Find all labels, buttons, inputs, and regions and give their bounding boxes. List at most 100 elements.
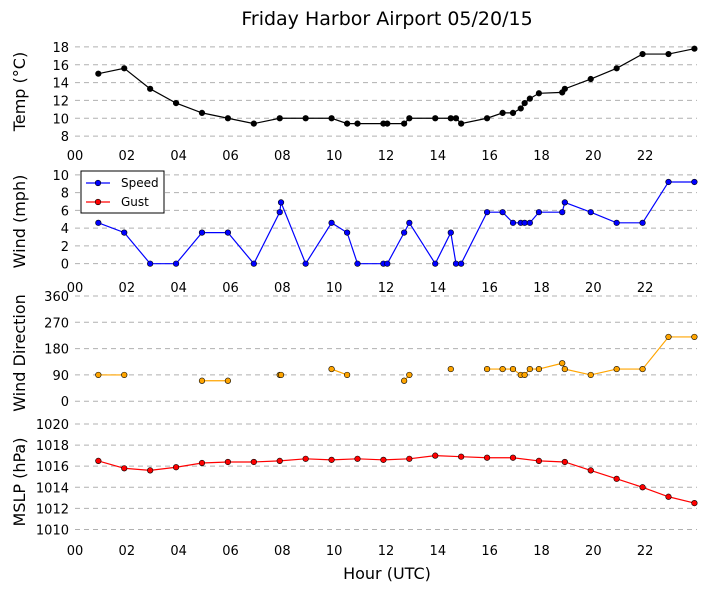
data-point bbox=[354, 260, 361, 267]
data-point bbox=[509, 365, 517, 373]
y-tick-label: 18 bbox=[52, 41, 69, 56]
x-tick-label: 18 bbox=[533, 281, 550, 296]
series-line bbox=[487, 336, 695, 376]
panel-3: 0 90 180 270 360 Wind Direction bbox=[10, 290, 698, 412]
data-point bbox=[587, 467, 594, 474]
data-point bbox=[354, 455, 361, 462]
data-point bbox=[458, 260, 465, 267]
panel-1: 8 10 12 14 16 18 00 02 04 06 08 10 12 14 16 18 20 22 Temp … bbox=[10, 41, 698, 164]
data-point bbox=[483, 209, 491, 216]
data-point bbox=[665, 493, 672, 500]
data-point bbox=[95, 70, 102, 77]
data-point bbox=[639, 50, 646, 58]
y-tick-label: 2 bbox=[61, 240, 69, 255]
y-tick-label: 10 bbox=[52, 169, 69, 184]
data-point bbox=[406, 371, 413, 379]
data-point bbox=[172, 260, 180, 267]
data-point bbox=[328, 456, 335, 463]
x-tick-label: 14 bbox=[430, 149, 447, 164]
y-tick-label: 1016 bbox=[36, 460, 69, 475]
legend-label: Speed bbox=[121, 176, 159, 190]
data-point bbox=[95, 457, 102, 465]
x-tick-label: 20 bbox=[585, 544, 602, 559]
legend-label: Gust bbox=[121, 195, 149, 209]
y-tick-label: 1020 bbox=[36, 418, 69, 433]
data-point bbox=[432, 115, 439, 122]
y-tick-label: 10 bbox=[52, 112, 69, 127]
x-tick-label: 10 bbox=[326, 149, 343, 164]
legend-box bbox=[80, 170, 165, 214]
data-point bbox=[198, 459, 206, 467]
data-point bbox=[447, 115, 454, 122]
x-tick-label: 04 bbox=[170, 149, 187, 164]
data-point bbox=[526, 219, 533, 226]
x-tick-label: 20 bbox=[585, 281, 602, 296]
data-point bbox=[276, 115, 283, 122]
data-point bbox=[172, 99, 180, 107]
data-point bbox=[499, 209, 506, 216]
y-tick-label: 1010 bbox=[36, 523, 69, 538]
data-point bbox=[535, 209, 543, 216]
x-tick-label: 02 bbox=[119, 281, 136, 296]
x-tick-label: 22 bbox=[637, 281, 654, 296]
x-tick-label: 16 bbox=[481, 281, 498, 296]
data-point bbox=[401, 120, 408, 127]
y-tick-label: 1018 bbox=[36, 439, 69, 454]
legend-marker bbox=[94, 179, 102, 187]
data-point bbox=[328, 219, 335, 226]
data-point bbox=[639, 219, 646, 226]
series-line bbox=[98, 181, 695, 265]
data-point bbox=[613, 475, 620, 482]
x-tick-label: 02 bbox=[119, 149, 136, 164]
series-line bbox=[98, 455, 695, 504]
data-point bbox=[639, 365, 646, 373]
data-point bbox=[344, 229, 351, 236]
series-line bbox=[98, 48, 695, 125]
data-point bbox=[559, 209, 566, 216]
data-point bbox=[483, 115, 491, 122]
x-tick-label: 16 bbox=[481, 149, 498, 164]
data-point bbox=[302, 455, 309, 462]
y-tick-label: 90 bbox=[52, 369, 69, 384]
x-tick-label: 14 bbox=[430, 281, 447, 296]
x-axis-label: Hour (UTC) bbox=[343, 564, 431, 583]
data-point bbox=[561, 458, 568, 466]
data-point bbox=[447, 365, 454, 373]
data-point bbox=[277, 199, 285, 206]
x-tick-label: 16 bbox=[481, 544, 498, 559]
data-point bbox=[691, 499, 698, 507]
data-point bbox=[535, 365, 543, 373]
data-point bbox=[509, 109, 517, 116]
data-point bbox=[613, 65, 620, 72]
data-point bbox=[447, 229, 454, 236]
data-point bbox=[354, 120, 361, 127]
data-point bbox=[499, 365, 506, 373]
data-point bbox=[458, 453, 465, 460]
x-tick-label: 06 bbox=[222, 149, 239, 164]
data-point bbox=[521, 371, 528, 379]
y-tick-label: 12 bbox=[52, 94, 69, 109]
x-tick-label: 12 bbox=[378, 149, 395, 164]
legend: Speed Gust bbox=[80, 170, 165, 214]
legend-marker bbox=[94, 198, 102, 206]
data-point bbox=[328, 365, 335, 373]
data-point bbox=[302, 260, 309, 267]
data-point bbox=[121, 465, 128, 472]
data-point bbox=[344, 371, 351, 379]
data-point bbox=[406, 455, 413, 462]
data-point bbox=[401, 229, 408, 236]
data-point bbox=[691, 178, 698, 186]
data-point bbox=[526, 95, 533, 102]
y-tick-label: 270 bbox=[44, 316, 69, 331]
x-tick-label: 10 bbox=[326, 281, 343, 296]
data-point bbox=[95, 371, 102, 379]
data-point bbox=[499, 109, 506, 116]
y-tick-label: 0 bbox=[61, 258, 69, 273]
data-point bbox=[561, 199, 568, 206]
y-axis-label: Wind Direction bbox=[10, 294, 29, 412]
y-tick-label: 180 bbox=[44, 343, 69, 358]
data-point bbox=[458, 120, 465, 127]
data-point bbox=[224, 458, 232, 466]
